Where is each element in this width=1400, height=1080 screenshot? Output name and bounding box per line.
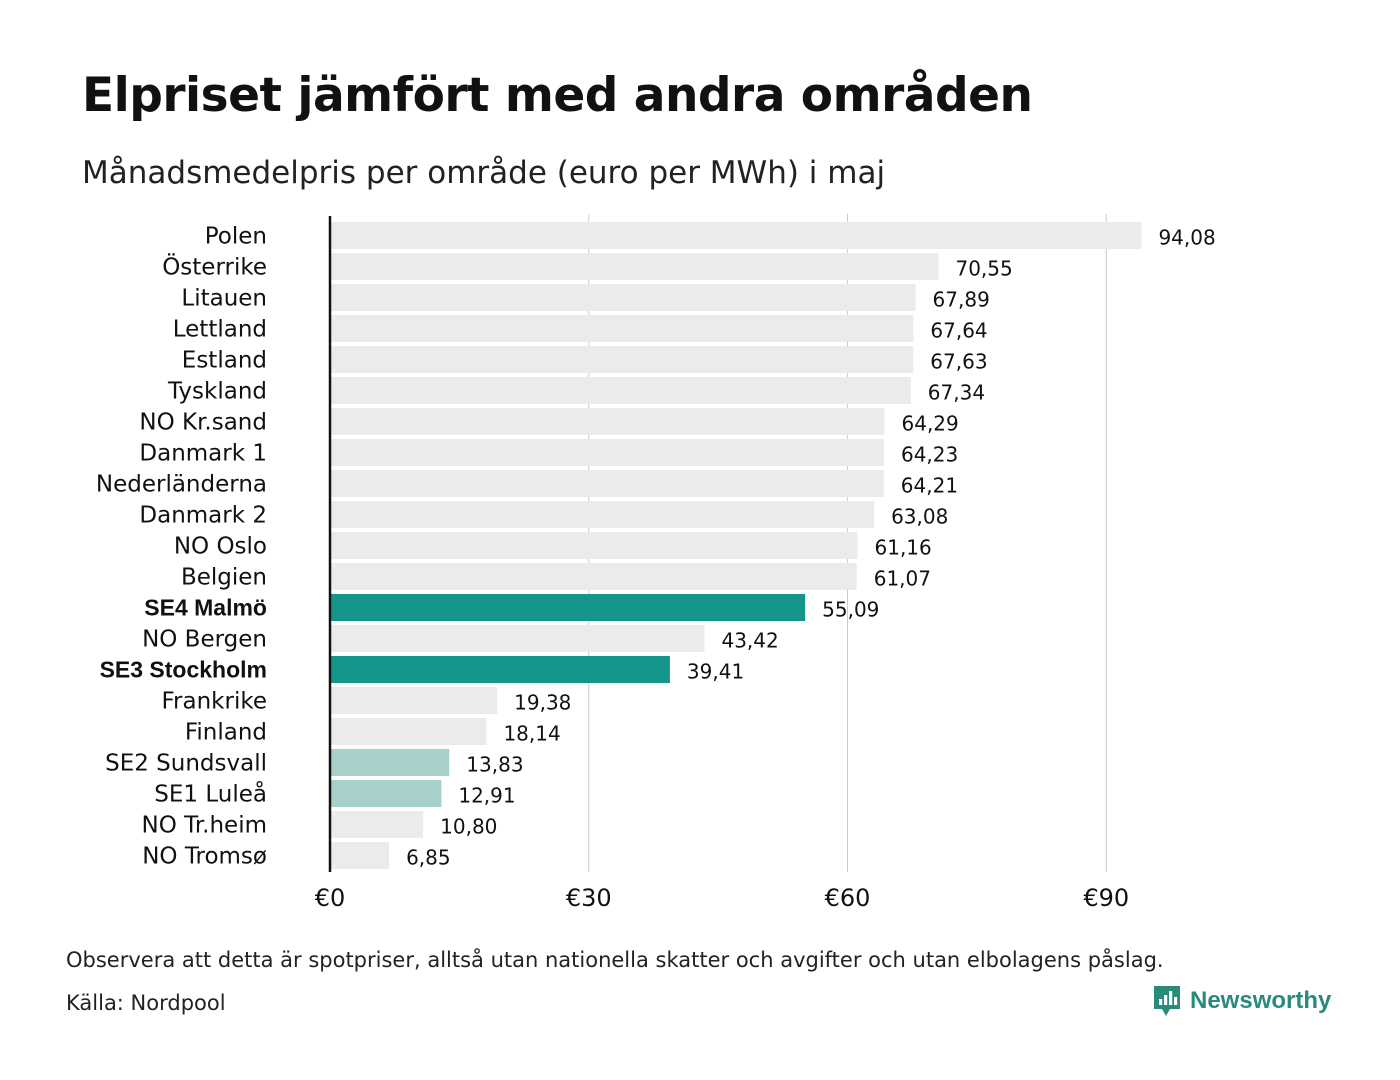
value-label: 64,21 — [901, 474, 958, 498]
bar — [330, 780, 442, 807]
value-label: 63,08 — [891, 505, 948, 529]
category-label: Danmark 1 — [139, 441, 267, 467]
category-label: Finland — [185, 720, 267, 746]
category-label: NO Oslo — [174, 534, 267, 560]
category-label: Polen — [205, 224, 267, 250]
bar — [330, 594, 806, 621]
bar — [330, 625, 705, 652]
x-tick-label: €30 — [566, 884, 612, 912]
source-note: Källa: Nordpool — [66, 991, 226, 1015]
bar — [330, 470, 884, 497]
bar — [330, 377, 911, 404]
value-label: 55,09 — [822, 598, 879, 622]
value-label: 64,29 — [902, 412, 959, 436]
bar — [330, 687, 498, 714]
value-label: 64,23 — [901, 443, 958, 467]
value-label: 67,63 — [930, 350, 987, 374]
category-label: NO Bergen — [142, 627, 267, 653]
x-tick-label: €90 — [1083, 884, 1129, 912]
bar — [330, 749, 450, 776]
chart-subtitle: Månadsmedelpris per område (euro per MWh… — [82, 155, 886, 191]
value-label: 94,08 — [1158, 226, 1215, 250]
category-label: NO Tromsø — [142, 844, 267, 870]
bar — [330, 501, 875, 528]
category-label: SE4 Malmö — [144, 595, 267, 621]
category-label: NO Tr.heim — [142, 813, 267, 839]
value-label: 39,41 — [687, 660, 744, 684]
value-label: 18,14 — [503, 722, 560, 746]
category-label: SE1 Luleå — [154, 780, 267, 808]
brand-name: Newsworthy — [1190, 987, 1332, 1014]
value-label: 19,38 — [514, 691, 571, 715]
bar — [330, 346, 914, 373]
category-label: SE3 Stockholm — [100, 657, 267, 683]
value-label: 13,83 — [466, 753, 523, 777]
bar — [330, 532, 858, 559]
value-label: 61,16 — [875, 536, 932, 560]
value-label: 10,80 — [440, 815, 497, 839]
value-label: 61,07 — [874, 567, 931, 591]
value-label: 67,64 — [930, 319, 987, 343]
category-label: Litauen — [181, 286, 267, 312]
category-label: Österrike — [162, 253, 267, 281]
bar — [330, 284, 916, 311]
bar-chart: Polen 94,08 Österrike 70,55 Litauen 67,89 Lett… — [96, 214, 1216, 912]
category-label: Danmark 2 — [139, 503, 267, 529]
category-label: NO Kr.sand — [139, 410, 267, 436]
value-label: 67,89 — [933, 288, 990, 312]
bar — [330, 656, 670, 683]
value-label: 67,34 — [928, 381, 985, 405]
bar — [330, 439, 884, 466]
x-tick-label: €60 — [825, 884, 871, 912]
category-label: Tyskland — [167, 379, 267, 405]
x-tick-label: €0 — [315, 884, 346, 912]
bar — [330, 315, 914, 342]
bar — [330, 842, 390, 869]
brand-logo: Newsworthy — [1152, 984, 1331, 1018]
category-label: SE2 Sundsvall — [105, 751, 267, 777]
value-label: 43,42 — [721, 629, 778, 653]
value-label: 70,55 — [955, 257, 1012, 281]
category-label: Belgien — [181, 565, 267, 591]
category-label: Nederländerna — [96, 472, 267, 498]
bar — [330, 253, 939, 280]
category-label: Frankrike — [162, 689, 268, 715]
bar — [330, 718, 487, 745]
value-label: 6,85 — [406, 846, 451, 870]
bar-chart-speech-bubble-icon — [1154, 986, 1180, 1016]
bar — [330, 222, 1142, 249]
value-label: 12,91 — [458, 784, 515, 808]
bar — [330, 408, 885, 435]
category-label: Estland — [182, 348, 267, 374]
category-label: Lettland — [173, 317, 267, 343]
bar — [330, 563, 857, 590]
bar — [330, 811, 424, 838]
footnote: Observera att detta är spotpriser, allts… — [66, 948, 1164, 972]
chart-title: Elpriset jämfört med andra områden — [82, 68, 1033, 123]
